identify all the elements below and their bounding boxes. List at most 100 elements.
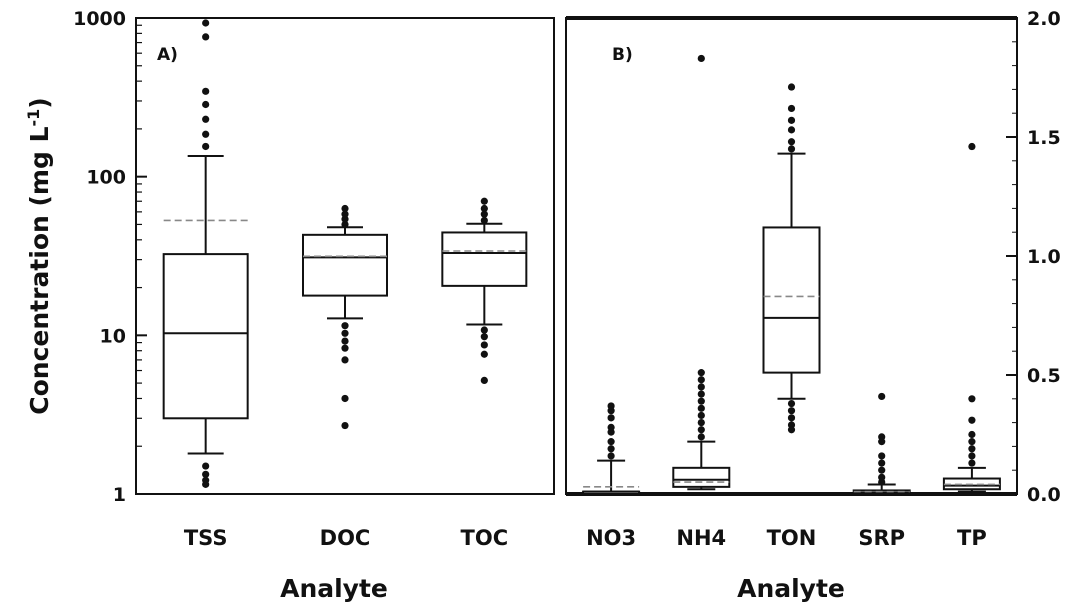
outlier-point (968, 395, 976, 403)
outlier-point (480, 210, 488, 218)
outlier-point (341, 204, 349, 213)
outlier-point (607, 414, 615, 422)
outlier-point (787, 407, 796, 415)
panel-a-xlabel: Analyte (280, 574, 388, 603)
outlier-point (968, 438, 976, 446)
panel-a-frame (135, 17, 555, 495)
outlier-point (341, 329, 349, 337)
category-label-no3: NO3 (586, 526, 636, 550)
outlier-point (607, 402, 615, 410)
outlier-point (968, 445, 976, 453)
outlier-point (968, 459, 976, 467)
outlier-point (607, 423, 615, 431)
iqr-box (162, 253, 249, 420)
y-axis-title-exponent: -1 (24, 109, 43, 127)
outlier-point (341, 394, 349, 403)
outlier-point (697, 390, 705, 398)
iqr-box (762, 226, 821, 374)
outlier-point (202, 19, 210, 27)
outlier-point (787, 83, 796, 91)
outlier-point (697, 54, 705, 63)
category-label-ton: TON (767, 526, 817, 550)
panel-1-ytick-label: 0.0 (1027, 484, 1061, 506)
outlier-point (607, 445, 615, 453)
outlier-point (878, 452, 886, 460)
outlier-point (202, 100, 210, 109)
outlier-point (878, 459, 886, 467)
box-tss (162, 19, 249, 488)
outlier-point (697, 397, 705, 405)
outlier-point (878, 433, 886, 441)
outlier-point (697, 376, 705, 384)
outlier-point (787, 145, 796, 153)
panel-a-tag: A) (157, 45, 178, 65)
outlier-point (480, 376, 488, 384)
outlier-point (697, 383, 705, 391)
outlier-point (480, 350, 488, 358)
iqr-box (441, 231, 528, 287)
outlier-point (787, 414, 796, 422)
outlier-point (480, 216, 488, 225)
outlier-point (480, 204, 488, 213)
outlier-point (341, 421, 349, 430)
y-axis-title-close: ) (25, 97, 54, 108)
outlier-point (341, 210, 349, 218)
iqr-box (672, 466, 731, 488)
y-axis-title-base: Concentration (mg L (25, 126, 54, 414)
category-label-tp: TP (957, 526, 987, 550)
outlier-point (341, 215, 349, 223)
y-axis-title: Concentration (mg L-1) (24, 97, 54, 414)
box-tp (942, 142, 1001, 493)
outlier-point (697, 419, 705, 427)
outlier-point (878, 473, 886, 481)
outlier-point (878, 466, 886, 474)
outlier-point (787, 116, 796, 124)
outlier-point (202, 130, 210, 138)
outlier-point (968, 142, 976, 151)
panel-b-xlabel: Analyte (737, 574, 845, 603)
outlier-point (202, 480, 210, 488)
outlier-point (787, 399, 796, 408)
outlier-point (341, 337, 349, 345)
panel-1-ytick-label: 1.5 (1027, 127, 1061, 149)
outlier-point (787, 126, 796, 134)
category-label-doc: DOC (320, 526, 371, 550)
outlier-point (480, 326, 488, 334)
panel-1-ytick-label: 1.0 (1027, 246, 1061, 268)
outlier-point (787, 104, 796, 113)
outlier-point (202, 470, 210, 478)
outlier-point (968, 416, 976, 424)
outlier-point (341, 356, 349, 364)
box-nh4 (672, 54, 731, 491)
panel-1-ytick-label: 2.0 (1027, 8, 1061, 30)
box-toc (441, 197, 528, 384)
outlier-point (341, 322, 349, 330)
panel-b-tag: B) (612, 45, 633, 65)
panel-0-ytick-label: 100 (86, 167, 126, 189)
outlier-point (607, 438, 615, 446)
outlier-point (202, 87, 210, 95)
outlier-point (697, 411, 705, 420)
outlier-point (480, 341, 488, 349)
category-label-srp: SRP (858, 526, 905, 550)
outlier-point (341, 344, 349, 352)
outlier-point (202, 142, 210, 151)
outlier-point (787, 426, 796, 434)
category-label-nh4: NH4 (676, 526, 726, 550)
box-no3 (582, 402, 641, 495)
box-srp (852, 392, 911, 495)
panel-0-ytick-label: 1 (113, 484, 126, 506)
outlier-point (787, 138, 796, 146)
iqr-box (302, 233, 388, 297)
category-label-toc: TOC (461, 526, 509, 550)
category-label-tss: TSS (184, 526, 228, 550)
outlier-point (480, 333, 488, 341)
outlier-point (968, 430, 976, 439)
panel-1-ytick-label: 0.5 (1027, 365, 1061, 387)
outlier-point (878, 392, 886, 401)
panel-0-ytick-label: 1000 (73, 8, 126, 30)
outlier-point (697, 369, 705, 377)
outlier-point (202, 115, 210, 123)
outlier-point (607, 452, 615, 460)
